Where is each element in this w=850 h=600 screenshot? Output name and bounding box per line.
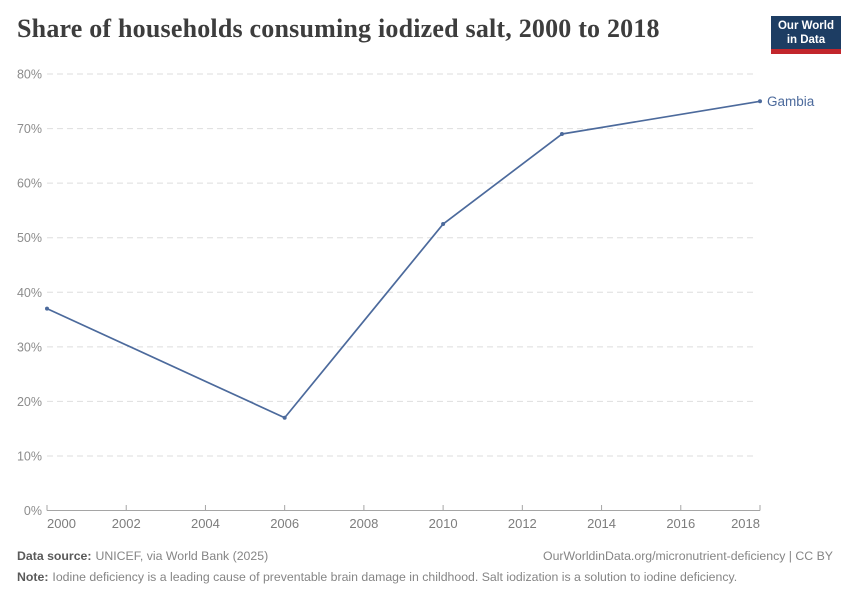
y-axis-tick-label: 10% (17, 449, 42, 463)
data-point-marker (45, 306, 49, 311)
y-axis-tick-label: 30% (17, 340, 42, 354)
x-axis-tick-label: 2010 (429, 516, 458, 531)
y-axis-tick-label: 50% (17, 231, 42, 245)
series-end-label: Gambia (767, 94, 815, 109)
note-label: Note: (17, 570, 49, 584)
chart-footer: Data source: UNICEF, via World Bank (2025… (0, 546, 850, 588)
y-axis-tick-label: 80% (17, 68, 42, 82)
x-axis-tick-label: 2014 (587, 516, 616, 531)
owid-logo-line2: in Data (786, 34, 826, 46)
footer-source-row: Data source: UNICEF, via World Bank (2025… (17, 546, 833, 567)
note-text: Iodine deficiency is a leading cause of … (52, 570, 738, 584)
data-point-marker (758, 99, 762, 104)
x-axis-tick-label: 2012 (508, 516, 537, 531)
chart-title: Share of households consuming iodized sa… (17, 14, 660, 43)
data-point-marker (282, 415, 287, 420)
y-axis-tick-label: 60% (17, 177, 42, 191)
owid-logo: Our World in Data (770, 16, 841, 54)
y-axis-tick-label: 20% (17, 395, 42, 409)
data-source: Data source: UNICEF, via World Bank (2025… (17, 546, 268, 567)
data-point-marker (559, 132, 564, 137)
x-axis-tick-label: 2008 (349, 516, 378, 531)
data-source-text: UNICEF, via World Bank (2025) (95, 549, 269, 563)
x-axis-tick-label: 2018 (731, 516, 760, 531)
x-axis-tick-label: 2004 (191, 516, 220, 531)
y-axis-tick-label: 0% (24, 504, 42, 518)
footer-note-row: Note: Iodine deficiency is a leading caus… (17, 567, 833, 588)
attribution-link: OurWorldinData.org/micronutrient-deficie… (543, 549, 833, 563)
data-point-marker (441, 222, 446, 227)
y-axis-tick-label: 40% (17, 286, 42, 300)
data-source-label: Data source: (17, 549, 92, 563)
x-axis-tick-label: 2002 (112, 516, 141, 531)
y-axis-tick-label: 70% (17, 122, 42, 136)
x-axis-tick-label: 2000 (47, 516, 76, 531)
owid-logo-line1: Our World (777, 20, 834, 32)
series-line (46, 100, 761, 419)
x-axis-tick-label: 2006 (270, 516, 299, 531)
x-axis-tick-label: 2016 (666, 516, 695, 531)
